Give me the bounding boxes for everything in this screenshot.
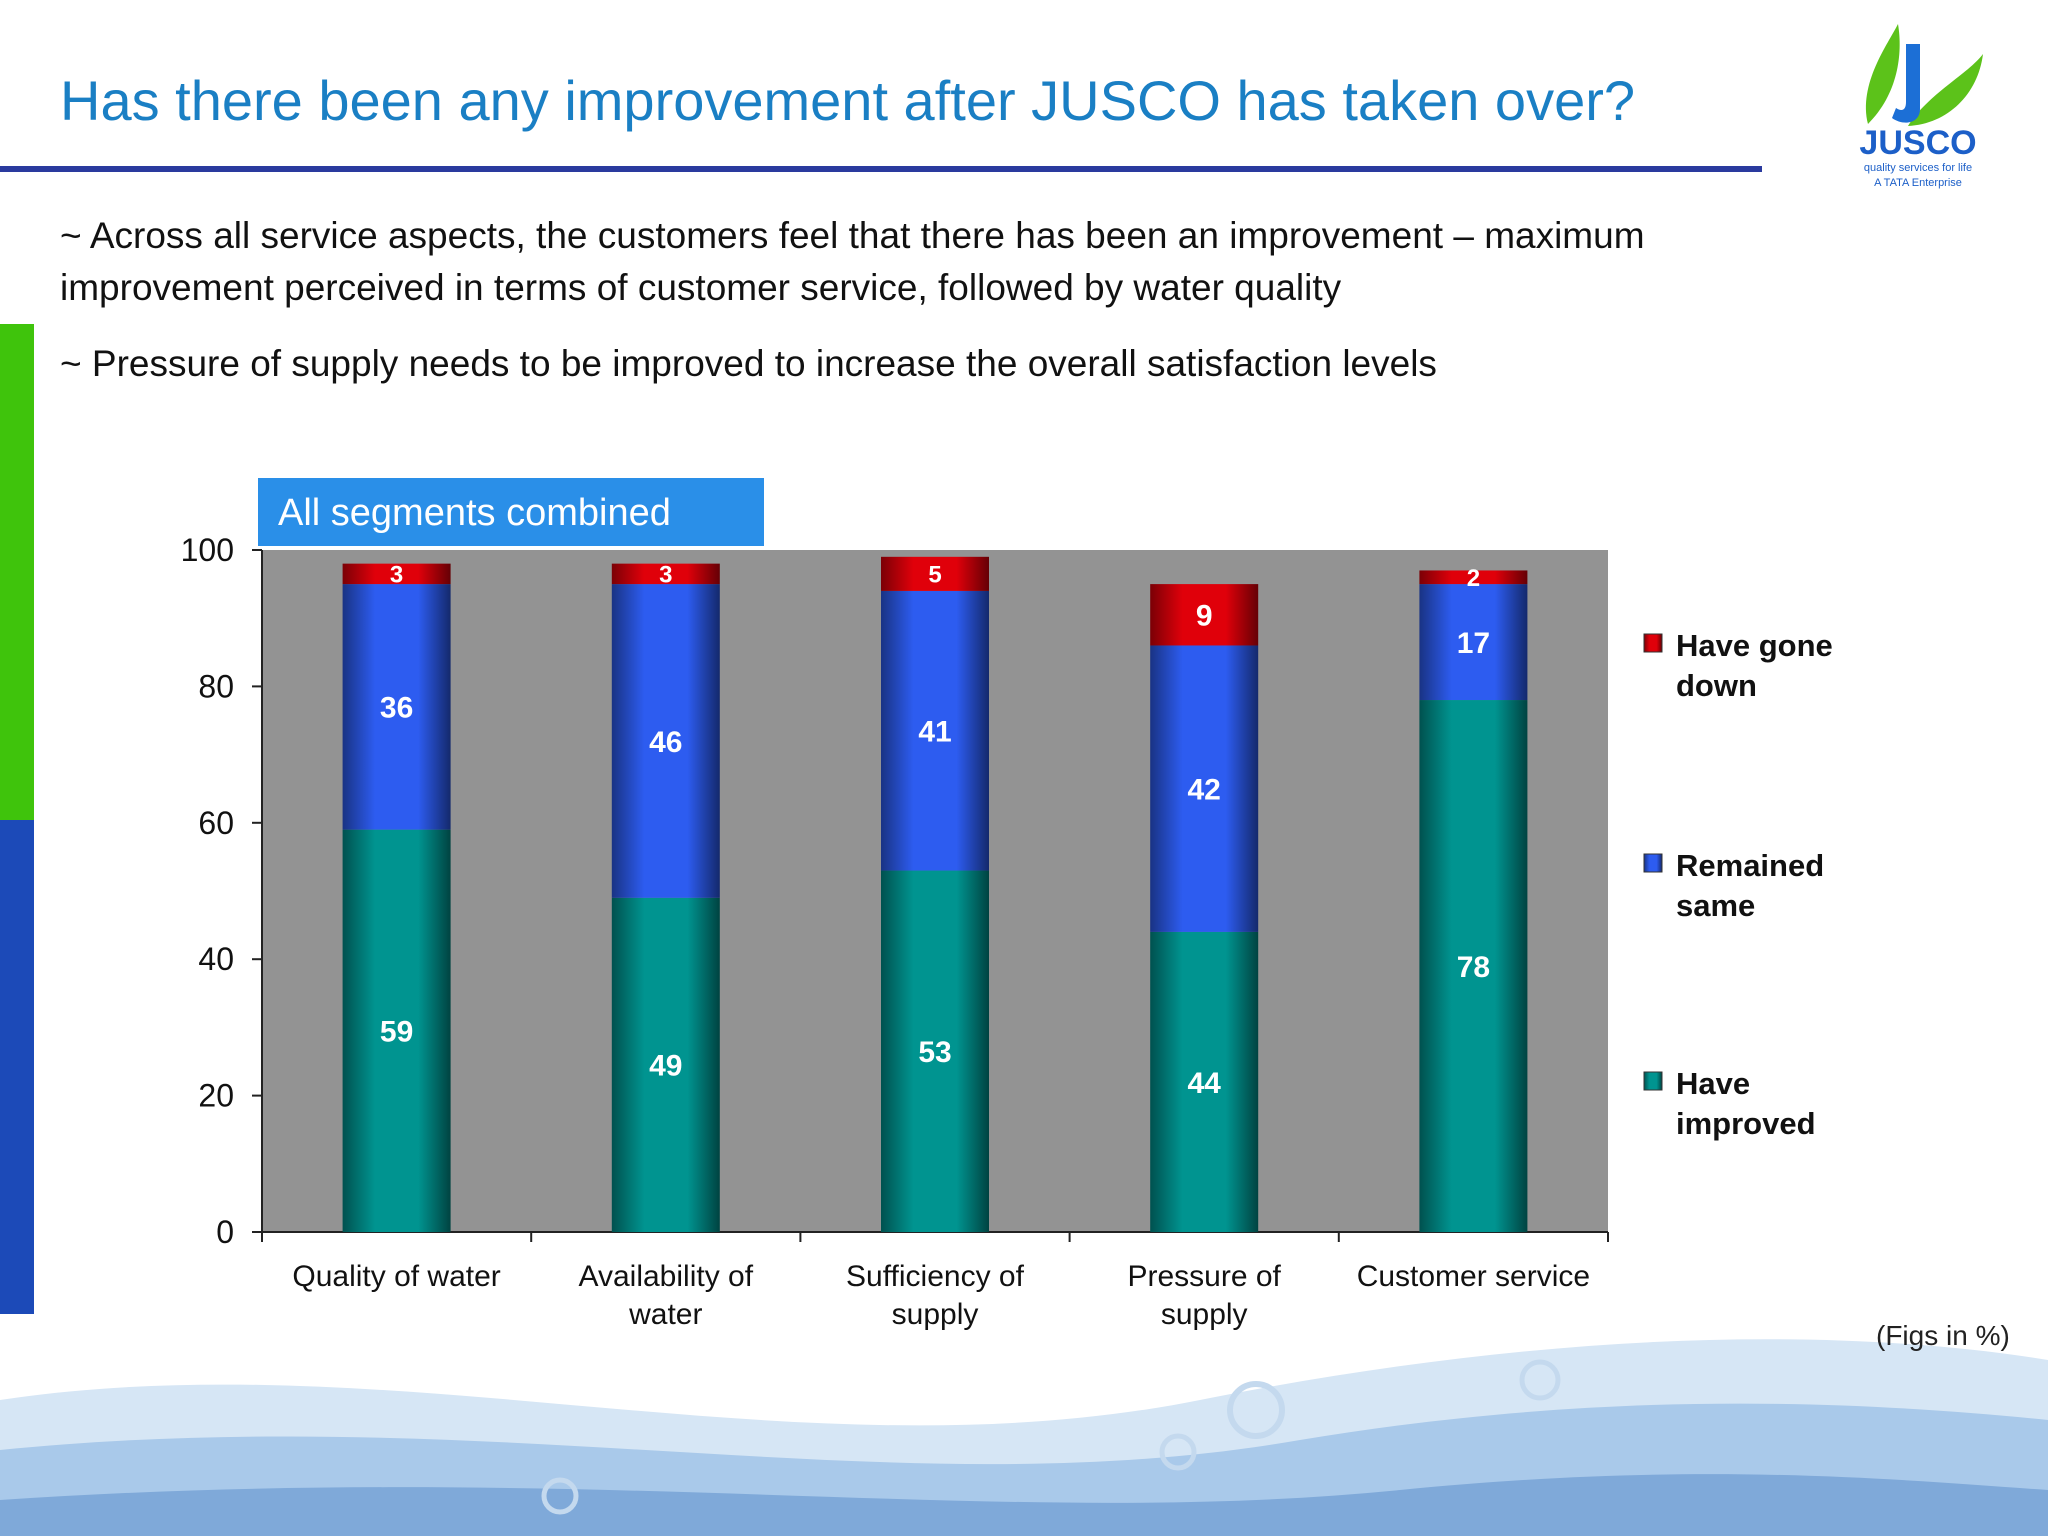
y-tick-label: 20 — [198, 1078, 234, 1114]
bar-remained-same-sufficiency-of-supply — [881, 590, 989, 871]
legend-label-remained-same: Remained — [1676, 848, 1824, 883]
water-wave-decoration — [0, 1339, 2048, 1536]
bar-remained-same-quality-of-water — [342, 584, 451, 830]
data-label-remained-same: 41 — [918, 716, 951, 749]
bar-have-gone-down-quality-of-water — [342, 563, 451, 585]
x-tick-label: Customer service — [1357, 1260, 1590, 1293]
bar-have-improved-quality-of-water — [342, 829, 451, 1232]
y-tick-label: 40 — [198, 941, 234, 977]
bar-have-improved-sufficiency-of-supply — [881, 870, 989, 1232]
data-label-have-improved: 53 — [918, 1036, 951, 1069]
bar-have-improved-availability-of-water — [611, 897, 720, 1232]
y-tick-label: 60 — [198, 805, 234, 841]
legend-label-have-gone-down: Have gone — [1676, 628, 1833, 663]
x-tick-label: Pressure of — [1127, 1260, 1281, 1293]
logo-enterprise: A TATA Enterprise — [1874, 177, 1962, 189]
x-tick-label: Availability of — [579, 1260, 754, 1293]
data-label-have-improved: 44 — [1188, 1067, 1222, 1100]
data-label-remained-same: 36 — [380, 692, 413, 725]
data-label-have-gone-down: 3 — [390, 562, 403, 589]
bar-remained-same-availability-of-water — [611, 584, 720, 898]
data-label-have-improved: 78 — [1457, 951, 1490, 984]
units-footnote: (Figs in %) — [1876, 1320, 2010, 1351]
x-tick-label: supply — [1161, 1298, 1248, 1331]
slide-title: Has there been any improvement after JUS… — [60, 69, 1635, 132]
legend-swatch-have-improved — [1643, 1071, 1663, 1091]
x-tick-label: supply — [892, 1298, 979, 1331]
bar-have-gone-down-sufficiency-of-supply — [881, 556, 989, 591]
data-label-remained-same: 46 — [649, 726, 682, 759]
side-accent-blue — [0, 820, 34, 1314]
bar-have-gone-down-customer-service — [1419, 570, 1528, 585]
logo-wordmark: JUSCO — [1859, 124, 1976, 162]
data-label-remained-same: 17 — [1457, 627, 1490, 660]
data-label-have-gone-down: 3 — [659, 562, 672, 589]
bar-have-improved-pressure-of-supply — [1150, 931, 1259, 1232]
jusco-logo: JUSCO quality services for life A TATA E… — [1859, 24, 1983, 189]
bar-remained-same-pressure-of-supply — [1150, 645, 1259, 932]
data-label-have-gone-down: 2 — [1467, 565, 1480, 592]
side-accent-green — [0, 324, 34, 820]
bullet-list: ~ Across all service aspects, the custom… — [60, 210, 1780, 414]
bar-have-gone-down-availability-of-water — [611, 563, 720, 585]
bullet-1: ~ Across all service aspects, the custom… — [60, 215, 1645, 308]
legend-label-have-improved: Have — [1676, 1066, 1750, 1101]
x-tick-label: Quality of water — [292, 1260, 500, 1293]
data-label-have-gone-down: 9 — [1196, 600, 1213, 633]
bar-remained-same-customer-service — [1419, 584, 1528, 701]
bar-have-improved-customer-service — [1419, 700, 1528, 1232]
data-label-have-improved: 49 — [649, 1050, 682, 1083]
legend-label-have-improved-line2: improved — [1676, 1106, 1816, 1141]
bar-have-gone-down-pressure-of-supply — [1150, 584, 1259, 646]
x-tick-label: Sufficiency of — [846, 1260, 1025, 1293]
data-label-have-improved: 59 — [380, 1016, 413, 1049]
y-tick-label: 80 — [198, 668, 234, 704]
data-label-have-gone-down: 5 — [928, 562, 941, 589]
y-tick-label: 100 — [181, 532, 234, 568]
legend-label-remained-same-line2: same — [1676, 888, 1755, 923]
legend-swatch-remained-same — [1643, 853, 1663, 873]
legend-swatch-have-gone-down — [1643, 633, 1663, 653]
title-divider — [0, 166, 1762, 172]
y-tick-label: 0 — [216, 1214, 234, 1250]
segment-label: All segments combined — [258, 478, 764, 546]
legend-label-have-gone-down-line2: down — [1676, 668, 1757, 703]
x-tick-label: water — [628, 1298, 702, 1331]
logo-tagline: quality services for life — [1864, 162, 1972, 174]
bullet-2: ~ Pressure of supply needs to be improve… — [60, 343, 1437, 384]
data-label-remained-same: 42 — [1188, 774, 1221, 807]
